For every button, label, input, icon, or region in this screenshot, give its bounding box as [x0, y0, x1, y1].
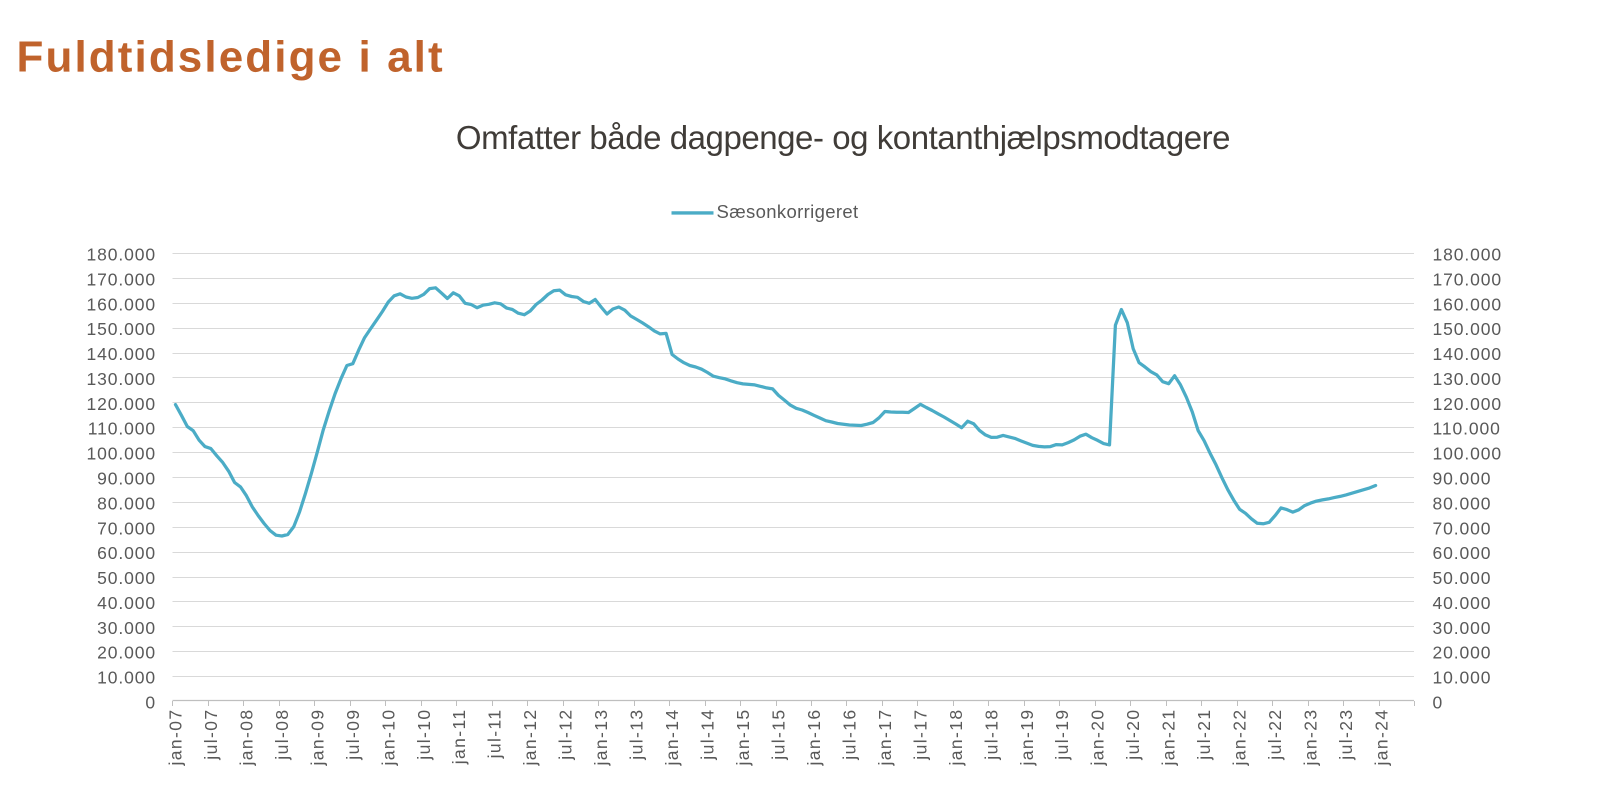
svg-text:0: 0 — [1433, 693, 1444, 713]
svg-text:Omfatter både dagpenge- og kon: Omfatter både dagpenge- og kontanthjælps… — [456, 119, 1230, 156]
svg-text:jan-20: jan-20 — [1088, 709, 1108, 767]
svg-text:180.000: 180.000 — [86, 245, 156, 265]
svg-text:60.000: 60.000 — [97, 543, 156, 563]
svg-text:120.000: 120.000 — [1433, 394, 1503, 414]
svg-text:150.000: 150.000 — [86, 319, 156, 339]
svg-text:jan-07: jan-07 — [166, 709, 186, 767]
svg-text:150.000: 150.000 — [1433, 319, 1503, 339]
svg-text:40.000: 40.000 — [97, 593, 156, 613]
svg-text:jul-21: jul-21 — [1194, 709, 1214, 761]
svg-text:jul-16: jul-16 — [839, 709, 859, 761]
svg-text:jan-09: jan-09 — [307, 709, 327, 767]
svg-text:90.000: 90.000 — [1433, 469, 1492, 489]
svg-text:50.000: 50.000 — [1433, 568, 1492, 588]
svg-text:jan-18: jan-18 — [946, 709, 966, 767]
svg-text:jan-23: jan-23 — [1301, 709, 1321, 767]
svg-text:jul-08: jul-08 — [272, 709, 292, 761]
svg-text:jul-18: jul-18 — [981, 709, 1001, 761]
svg-text:jan-15: jan-15 — [733, 709, 753, 767]
svg-text:130.000: 130.000 — [1433, 369, 1503, 389]
svg-text:jul-07: jul-07 — [201, 709, 221, 761]
svg-text:70.000: 70.000 — [1433, 518, 1492, 538]
svg-text:jan-10: jan-10 — [378, 709, 398, 767]
svg-text:jul-15: jul-15 — [769, 709, 789, 761]
svg-text:jul-12: jul-12 — [556, 709, 576, 761]
svg-text:50.000: 50.000 — [97, 568, 156, 588]
svg-text:10.000: 10.000 — [97, 668, 156, 688]
svg-text:70.000: 70.000 — [97, 518, 156, 538]
svg-text:30.000: 30.000 — [1433, 618, 1492, 638]
svg-text:jan-24: jan-24 — [1372, 709, 1392, 767]
svg-text:jan-12: jan-12 — [520, 709, 540, 767]
svg-text:60.000: 60.000 — [1433, 543, 1492, 563]
svg-text:jul-11: jul-11 — [485, 709, 505, 760]
svg-text:90.000: 90.000 — [97, 469, 156, 489]
svg-text:jan-08: jan-08 — [236, 709, 256, 767]
svg-text:jan-19: jan-19 — [1017, 709, 1037, 767]
svg-text:jan-16: jan-16 — [804, 709, 824, 767]
svg-text:110.000: 110.000 — [1433, 419, 1501, 439]
svg-text:Fuldtidsledige i alt: Fuldtidsledige i alt — [17, 33, 445, 82]
svg-text:jan-11: jan-11 — [449, 709, 469, 766]
svg-text:jul-09: jul-09 — [343, 709, 363, 761]
svg-text:20.000: 20.000 — [97, 643, 156, 663]
svg-text:jul-22: jul-22 — [1265, 709, 1285, 761]
svg-text:140.000: 140.000 — [86, 344, 156, 364]
svg-text:0: 0 — [145, 693, 156, 713]
svg-text:170.000: 170.000 — [86, 269, 156, 289]
svg-text:40.000: 40.000 — [1433, 593, 1492, 613]
svg-text:10.000: 10.000 — [1433, 668, 1492, 688]
svg-text:jul-20: jul-20 — [1123, 709, 1143, 761]
svg-text:160.000: 160.000 — [86, 294, 156, 314]
svg-text:80.000: 80.000 — [1433, 493, 1492, 513]
svg-text:100.000: 100.000 — [1433, 444, 1503, 464]
svg-text:jan-21: jan-21 — [1159, 709, 1179, 767]
svg-text:jan-22: jan-22 — [1230, 709, 1250, 767]
svg-text:110.000: 110.000 — [88, 419, 156, 439]
svg-text:jul-19: jul-19 — [1052, 709, 1072, 761]
svg-text:jul-17: jul-17 — [910, 709, 930, 761]
svg-text:20.000: 20.000 — [1433, 643, 1492, 663]
svg-text:120.000: 120.000 — [86, 394, 156, 414]
svg-text:170.000: 170.000 — [1433, 269, 1503, 289]
svg-text:160.000: 160.000 — [1433, 294, 1503, 314]
svg-text:jul-14: jul-14 — [698, 709, 718, 761]
svg-text:jul-13: jul-13 — [627, 709, 647, 761]
svg-text:jul-23: jul-23 — [1336, 709, 1356, 761]
svg-text:jan-17: jan-17 — [875, 709, 895, 767]
svg-text:jan-14: jan-14 — [662, 709, 682, 767]
svg-text:130.000: 130.000 — [86, 369, 156, 389]
svg-text:jan-13: jan-13 — [591, 709, 611, 767]
svg-text:140.000: 140.000 — [1433, 344, 1503, 364]
svg-text:jul-10: jul-10 — [414, 709, 434, 761]
svg-text:80.000: 80.000 — [97, 493, 156, 513]
svg-text:Sæsonkorrigeret: Sæsonkorrigeret — [717, 201, 859, 222]
svg-text:100.000: 100.000 — [86, 444, 156, 464]
svg-text:30.000: 30.000 — [97, 618, 156, 638]
svg-text:180.000: 180.000 — [1433, 245, 1503, 265]
